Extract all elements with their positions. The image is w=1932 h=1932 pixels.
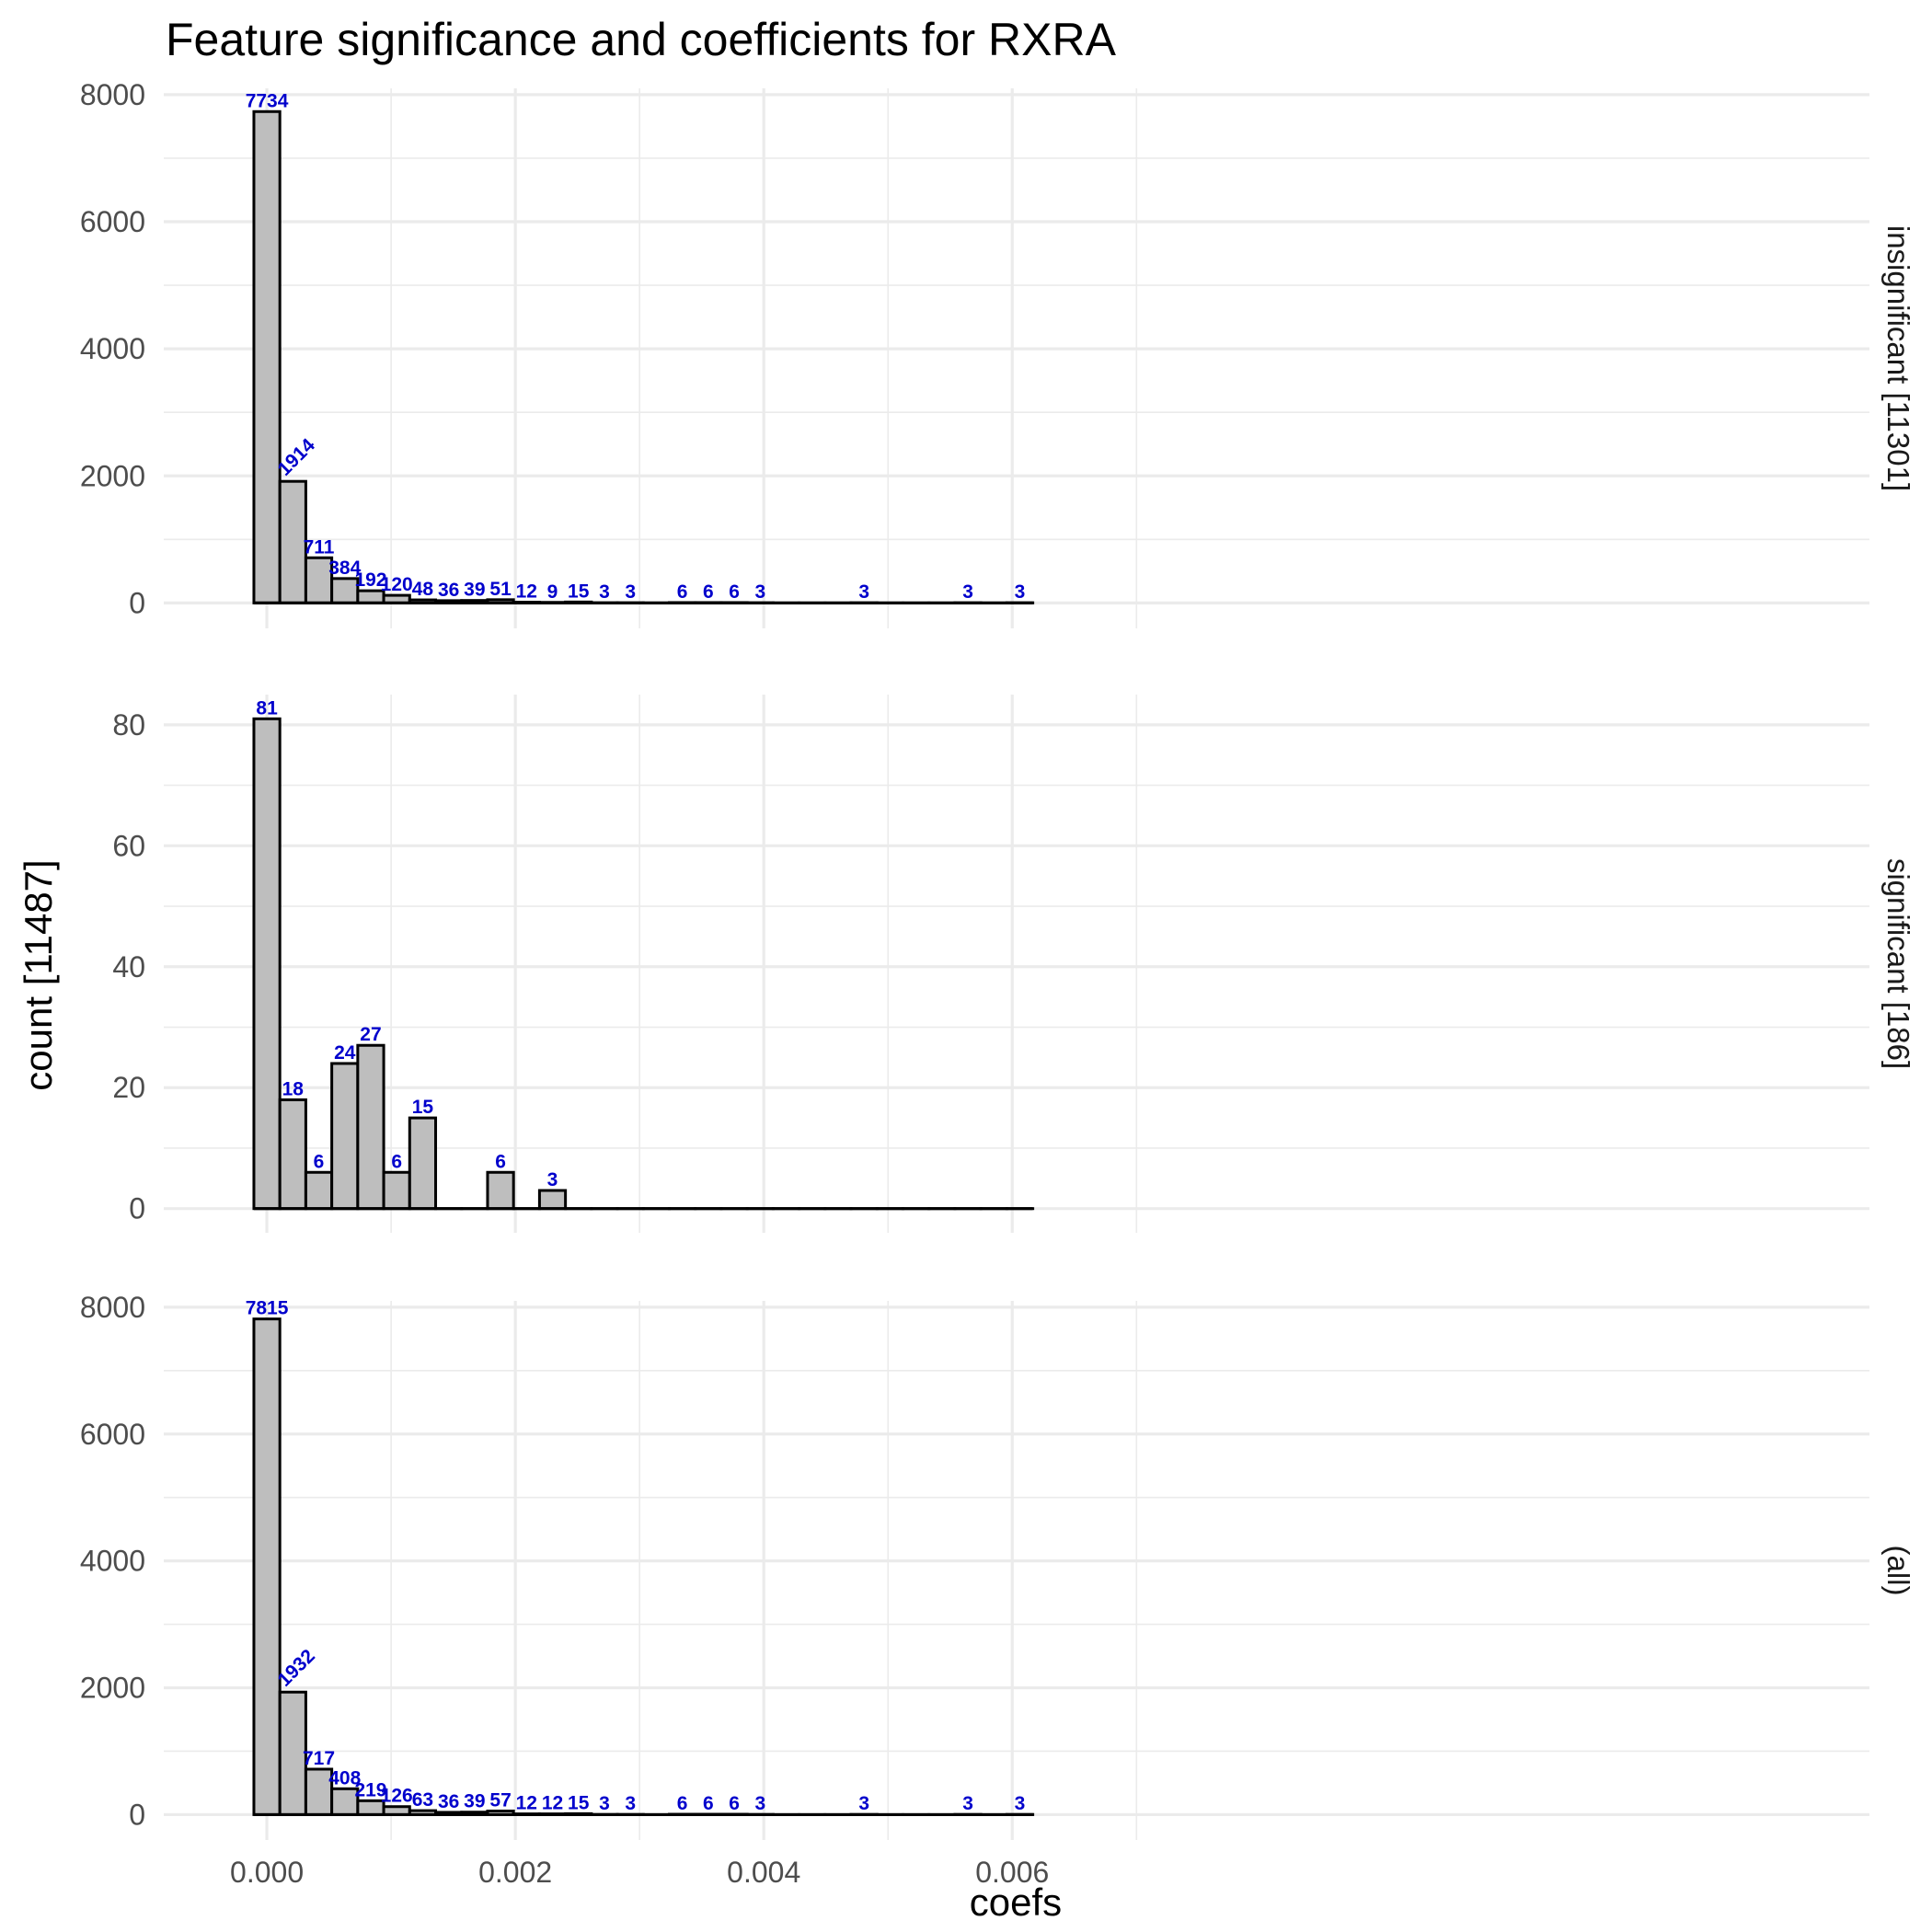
bar-value-label: 126 [381,1786,413,1807]
bar-value-label: 12 [516,1793,537,1814]
bar-value-label: 6 [677,1793,688,1814]
bar-value-label: 57 [489,1789,511,1811]
histogram-bar [252,1317,282,1816]
bar-value-label: 6 [391,1151,402,1172]
y-tick-label: 2000 [80,1672,145,1705]
bar-value-label: 408 [328,1767,361,1788]
y-tick-label: 6000 [80,1418,145,1451]
bar-value-label: 63 [412,1789,433,1811]
bar-value-label: 7815 [246,1298,289,1319]
histogram-bar [408,1116,438,1211]
bar-value-label: 6 [703,1793,714,1814]
bar-value-label: 717 [303,1748,335,1769]
bar-value-label: 3 [858,1793,869,1814]
histogram-bar [304,1767,334,1816]
facet-strip-label: significant [186] [1881,858,1915,1069]
bar-value-label: 6 [703,581,714,603]
y-tick-label: 0 [129,1192,145,1225]
bar-value-label: 6 [729,1793,740,1814]
y-tick-label: 4000 [80,332,145,365]
y-tick-label: 80 [112,708,145,742]
bar-value-label: 36 [438,1791,459,1812]
bar-value-label: 3 [625,1793,636,1814]
bar-value-label: 3 [1015,1793,1026,1814]
bar-value-label: 3 [599,1793,610,1814]
bar-value-label: 18 [282,1078,305,1099]
x-tick-label: 0.002 [478,1856,552,1889]
y-axis-title: count [11487] [17,859,60,1090]
bar-value-label: 3 [754,1793,765,1814]
histogram-bar [304,1170,334,1211]
bar-value-label: 9 [547,581,558,603]
x-tick-label: 0.006 [975,1856,1049,1889]
histogram-bar [278,1690,307,1816]
chart-title: Feature significance and coefficients fo… [166,14,1117,65]
y-tick-label: 60 [112,829,145,862]
bar-value-label: 6 [495,1151,506,1172]
y-tick-label: 20 [112,1071,145,1104]
y-tick-label: 40 [112,950,145,983]
y-tick-label: 6000 [80,205,145,238]
bar-value-label: 15 [412,1097,434,1118]
bar-value-label: 12 [516,581,537,603]
y-tick-label: 8000 [80,78,145,111]
histogram-bar [330,1062,360,1211]
bar-value-label: 3 [1015,581,1026,603]
bar-value-label: 6 [314,1151,325,1172]
histogram-bar [278,479,307,604]
histogram-bar [356,1043,385,1211]
bar-value-label: 24 [334,1042,356,1064]
bar-value-label: 6 [677,581,688,603]
bar-value-label: 219 [354,1779,386,1800]
bar-value-label: 6 [729,581,740,603]
x-tick-label: 0.004 [727,1856,800,1889]
facet-strip-label: insignificant [11301] [1881,225,1915,491]
bar-value-label: 7734 [246,90,289,111]
y-tick-label: 8000 [80,1291,145,1324]
bar-value-label: 15 [568,581,590,602]
y-tick-label: 2000 [80,459,145,492]
bar-value-label: 192 [354,569,386,591]
bar-value-label: 3 [962,1793,973,1814]
bar-value-label: 384 [328,558,361,579]
bar-value-label: 3 [754,581,765,603]
y-tick-label: 0 [129,586,145,619]
x-tick-label: 0.000 [230,1856,304,1889]
bar-value-label: 15 [568,1792,590,1813]
histogram-bar [252,717,282,1211]
histogram-bar [252,109,282,604]
bar-value-label: 36 [438,580,459,601]
y-tick-label: 4000 [80,1545,145,1578]
histogram-bar [278,1098,307,1211]
bar-value-label: 711 [304,536,335,558]
bar-value-label: 27 [360,1024,381,1045]
bar-value-label: 3 [599,581,610,603]
bar-value-label: 12 [542,1793,563,1814]
bar-value-label: 3 [547,1169,558,1190]
bar-value-label: 3 [962,581,973,603]
bar-value-label: 3 [625,581,636,603]
bar-value-label: 39 [464,580,485,601]
y-tick-label: 0 [129,1798,145,1831]
bar-value-label: 120 [381,574,413,595]
bar-value-label: 39 [464,1791,485,1812]
x-axis-title: coefs [970,1880,1062,1924]
histogram-bar [537,1189,568,1211]
bar-value-label: 48 [412,579,434,600]
bar-value-label: 3 [858,581,869,603]
bar-value-label: 51 [489,579,512,600]
facet-strip-label: (all) [1881,1546,1915,1596]
bar-value-label: 81 [256,697,278,719]
histogram-bar [486,1170,515,1211]
histogram-bar [382,1170,411,1211]
